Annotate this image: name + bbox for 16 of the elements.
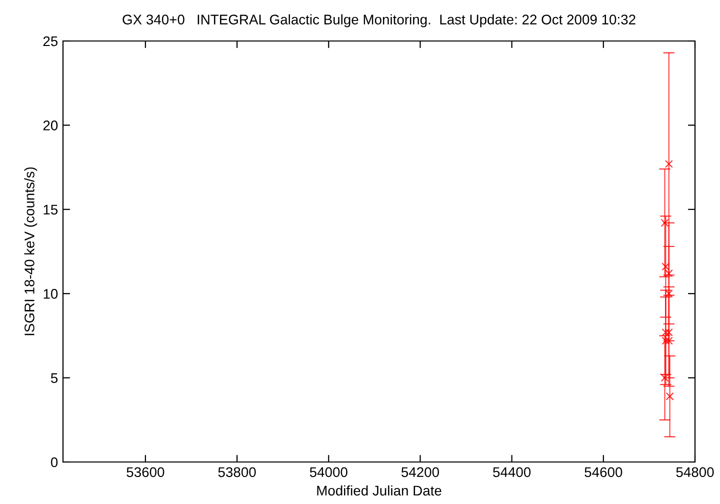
x-tick-label: 54400 bbox=[493, 467, 531, 478]
y-tick-label: 20 bbox=[43, 120, 58, 130]
x-tick-label: 54000 bbox=[310, 467, 348, 478]
x-tick-label: 53800 bbox=[218, 467, 256, 478]
y-tick-label: 10 bbox=[44, 288, 58, 299]
chart-title: GX 340+0 INTEGRAL Galactic Bulge Monitoring. Last Update: 22 Oct 2009 10:32 bbox=[122, 14, 636, 28]
x-tick-label: 53600 bbox=[126, 467, 164, 478]
y-axis-title: ISGRI 18-40 keV (counts/s) bbox=[24, 167, 38, 336]
y-tick-label: 0 bbox=[50, 457, 58, 468]
y-tick-label: 15 bbox=[44, 204, 58, 215]
x-tick-label: 54800 bbox=[676, 467, 714, 478]
y-tick-label: 25 bbox=[43, 36, 58, 46]
x-tick-label: 54600 bbox=[584, 467, 622, 478]
y-tick-label: 5 bbox=[50, 373, 58, 383]
x-tick-label: 54200 bbox=[401, 467, 439, 478]
x-axis-title: Modified Julian Date bbox=[317, 485, 442, 496]
